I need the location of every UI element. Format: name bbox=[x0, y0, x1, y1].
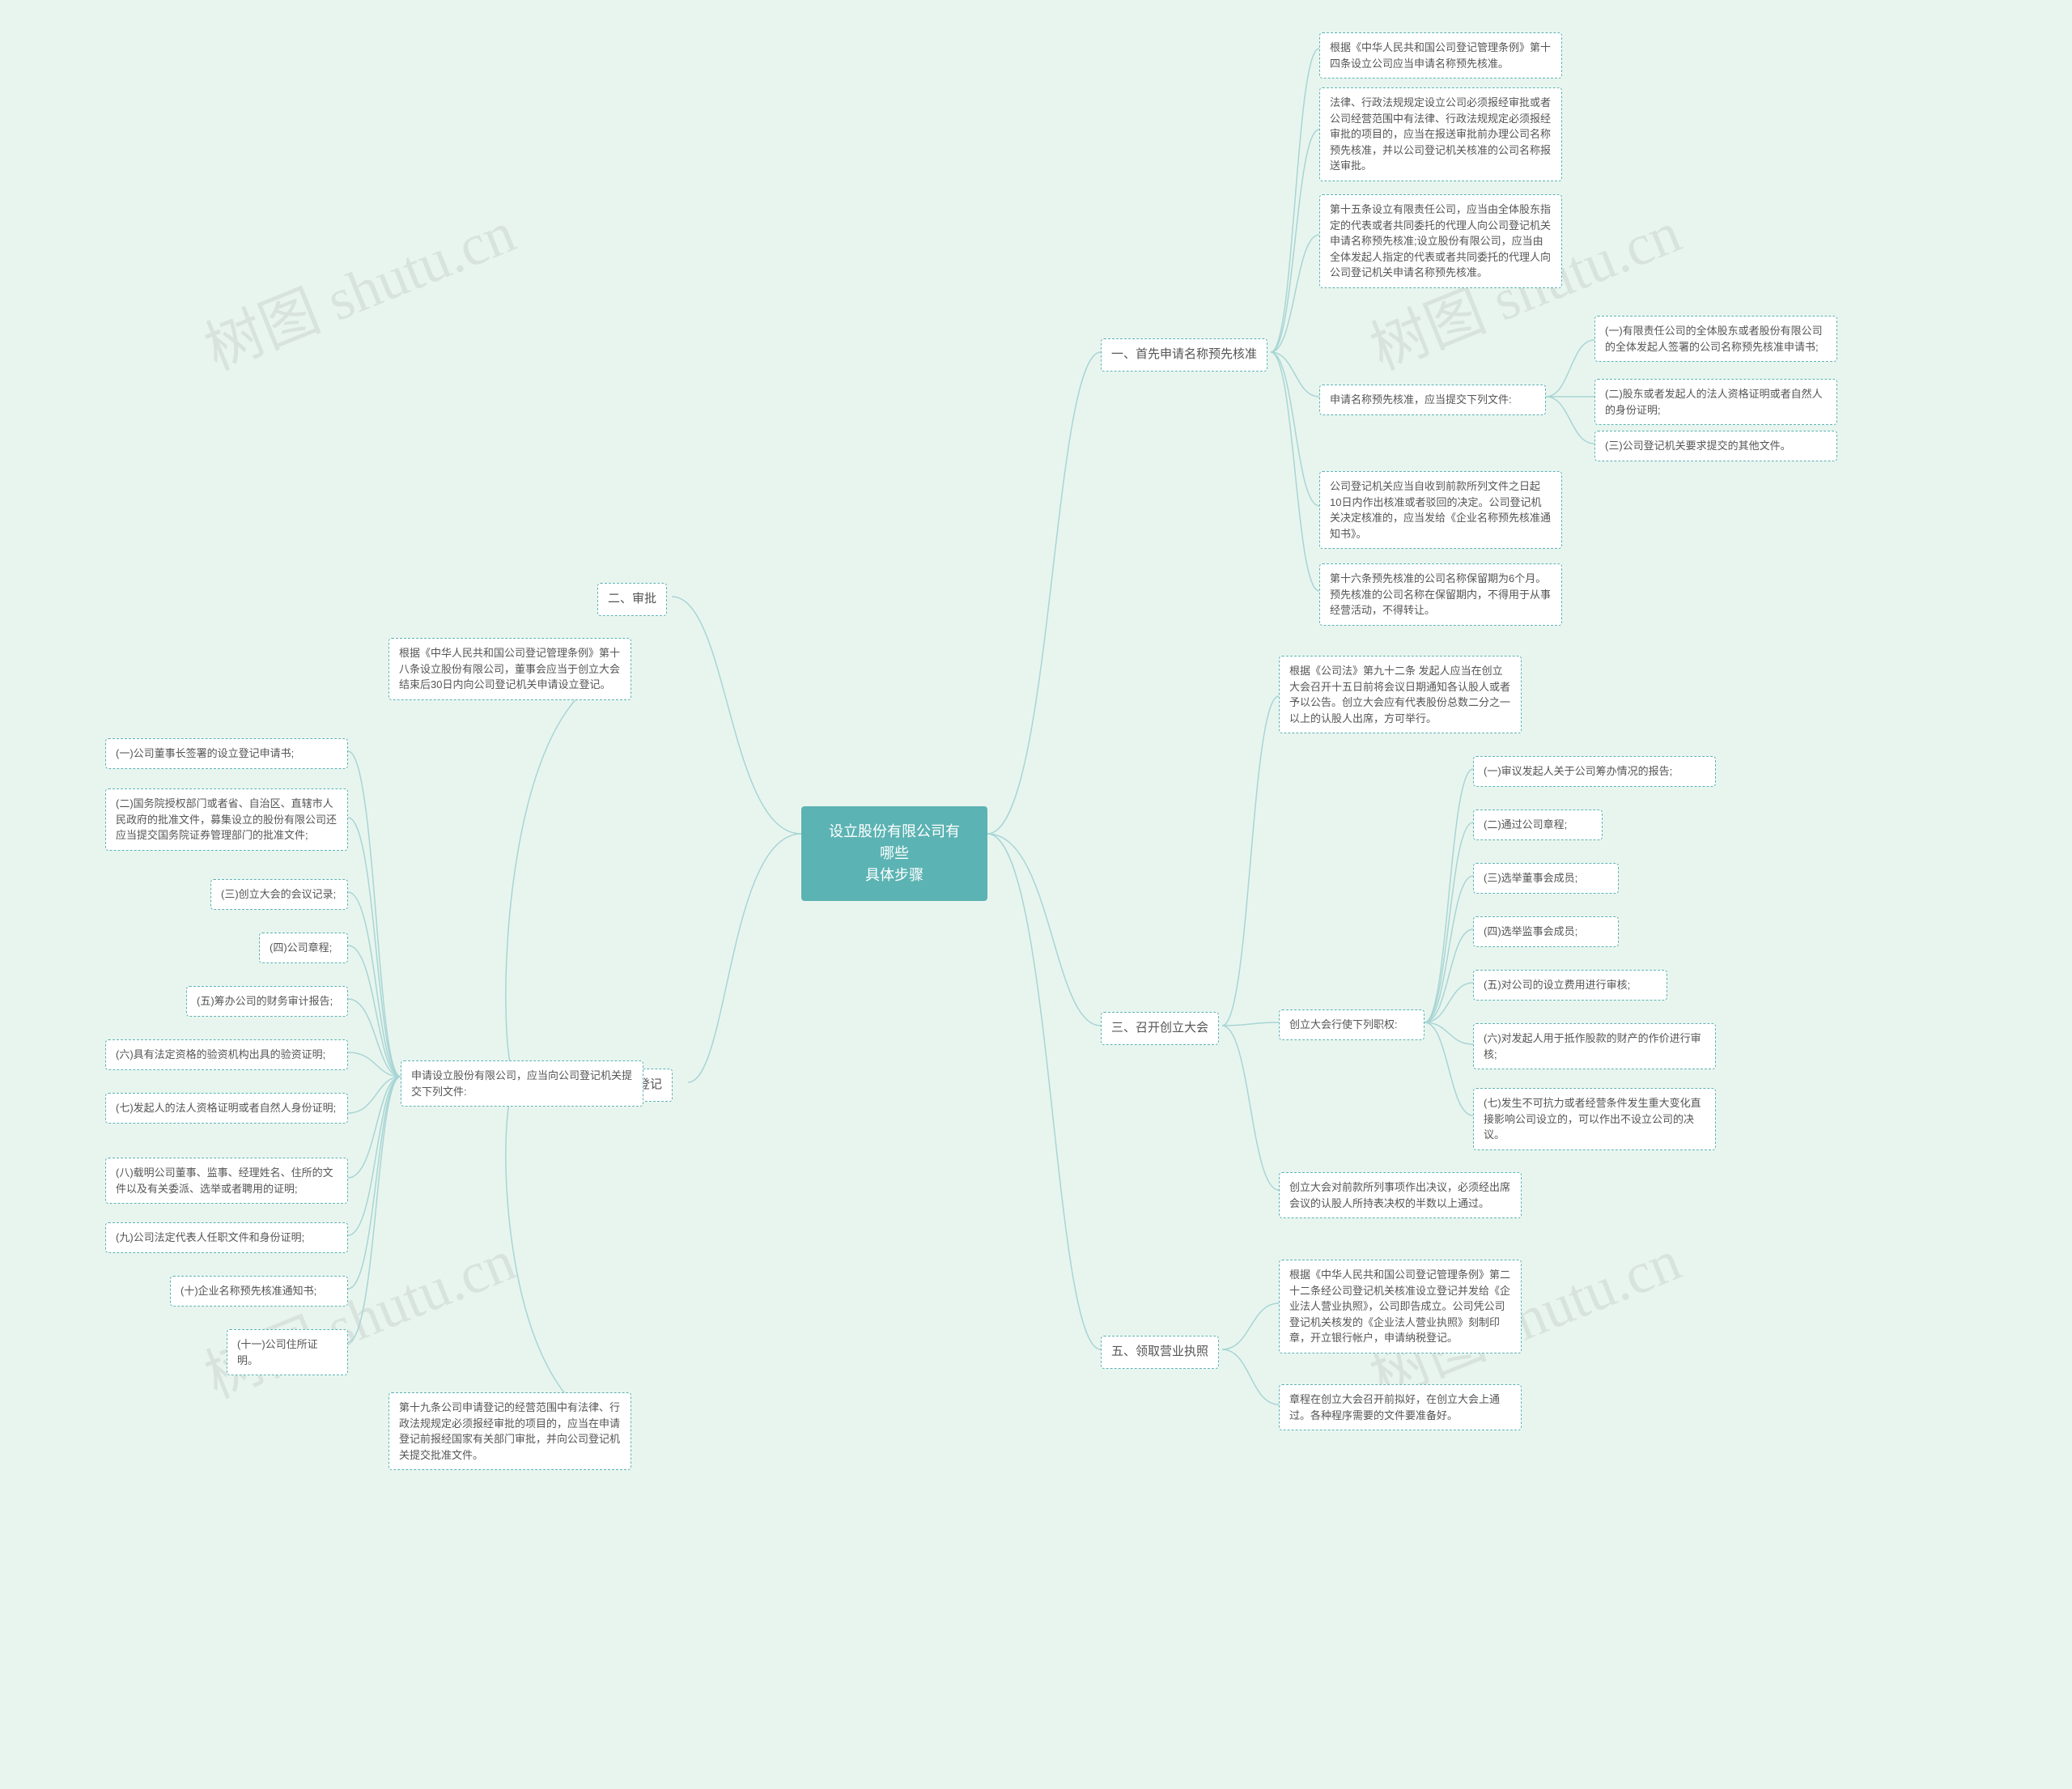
b4-c2-s11: (十一)公司住所证明。 bbox=[227, 1329, 348, 1375]
b3-c2-s7: (七)发生不可抗力或者经营条件发生重大变化直接影响公司设立的，可以作出不设立公司… bbox=[1473, 1088, 1716, 1150]
b3-c2: 创立大会行使下列职权: bbox=[1279, 1009, 1424, 1040]
b4-c2-s9: (九)公司法定代表人任职文件和身份证明; bbox=[105, 1222, 348, 1253]
b4-c2-s3: (三)创立大会的会议记录; bbox=[210, 879, 348, 910]
b1-c3: 第十五条设立有限责任公司，应当由全体股东指定的代表或者共同委托的代理人向公司登记… bbox=[1319, 194, 1562, 288]
b5-c1: 根据《中华人民共和国公司登记管理条例》第二十二条经公司登记机关核准设立登记并发给… bbox=[1279, 1260, 1522, 1353]
center-node: 设立股份有限公司有哪些具体步骤 bbox=[801, 806, 987, 901]
b3-c2-s2: (二)通过公司章程; bbox=[1473, 810, 1603, 840]
b1-c4-s3: (三)公司登记机关要求提交的其他文件。 bbox=[1594, 431, 1837, 461]
b4-c3: 第十九条公司申请登记的经营范围中有法律、行政法规规定必须报经审批的项目的，应当在… bbox=[388, 1392, 631, 1470]
b3-c3: 创立大会对前款所列事项作出决议，必须经出席会议的认股人所持表决权的半数以上通过。 bbox=[1279, 1172, 1522, 1218]
b3-c2-s1: (一)审议发起人关于公司筹办情况的报告; bbox=[1473, 756, 1716, 787]
b3-c2-s3: (三)选举董事会成员; bbox=[1473, 863, 1619, 894]
b1-c4-s2: (二)股东或者发起人的法人资格证明或者自然人的身份证明; bbox=[1594, 379, 1837, 425]
b4-c2: 申请设立股份有限公司，应当向公司登记机关提交下列文件: bbox=[401, 1060, 643, 1107]
b1-c4-s1: (一)有限责任公司的全体股东或者股份有限公司的全体发起人签署的公司名称预先核准申… bbox=[1594, 316, 1837, 362]
b4-c2-s8: (八)载明公司董事、监事、经理姓名、住所的文件以及有关委派、选举或者聘用的证明; bbox=[105, 1158, 348, 1204]
b3-c1: 根据《公司法》第九十二条 发起人应当在创立大会召开十五日前将会议日期通知各认股人… bbox=[1279, 656, 1522, 733]
b3-c2-s5: (五)对公司的设立费用进行审核; bbox=[1473, 970, 1667, 1001]
b4-c2-s6: (六)具有法定资格的验资机构出具的验资证明; bbox=[105, 1039, 348, 1070]
b4-c1: 根据《中华人民共和国公司登记管理条例》第十八条设立股份有限公司，董事会应当于创立… bbox=[388, 638, 631, 700]
b4-c2-s4: (四)公司章程; bbox=[259, 933, 348, 963]
b1-c4: 申请名称预先核准，应当提交下列文件: bbox=[1319, 385, 1546, 415]
b1-c6: 第十六条预先核准的公司名称保留期为6个月。预先核准的公司名称在保留期内，不得用于… bbox=[1319, 563, 1562, 626]
b1-c1: 根据《中华人民共和国公司登记管理条例》第十四条设立公司应当申请名称预先核准。 bbox=[1319, 32, 1562, 79]
branch-5: 五、领取营业执照 bbox=[1101, 1336, 1219, 1369]
b3-c2-s6: (六)对发起人用于抵作股款的财产的作价进行审核; bbox=[1473, 1023, 1716, 1069]
b1-c5: 公司登记机关应当自收到前款所列文件之日起10日内作出核准或者驳回的决定。公司登记… bbox=[1319, 471, 1562, 549]
b1-c2: 法律、行政法规规定设立公司必须报经审批或者公司经营范围中有法律、行政法规规定必须… bbox=[1319, 87, 1562, 181]
b4-c2-s10: (十)企业名称预先核准通知书; bbox=[170, 1276, 348, 1307]
branch-3: 三、召开创立大会 bbox=[1101, 1012, 1219, 1045]
b4-c2-s1: (一)公司董事长签署的设立登记申请书; bbox=[105, 738, 348, 769]
b5-c2: 章程在创立大会召开前拟好，在创立大会上通过。各种程序需要的文件要准备好。 bbox=[1279, 1384, 1522, 1430]
b3-c2-s4: (四)选举监事会成员; bbox=[1473, 916, 1619, 947]
b4-c2-s5: (五)筹办公司的财务审计报告; bbox=[186, 986, 348, 1017]
b4-c2-s2: (二)国务院授权部门或者省、自治区、直辖市人民政府的批准文件，募集设立的股份有限… bbox=[105, 788, 348, 851]
branch-2: 二、审批 bbox=[597, 583, 667, 616]
branch-1: 一、首先申请名称预先核准 bbox=[1101, 338, 1267, 372]
b4-c2-s7: (七)发起人的法人资格证明或者自然人身份证明; bbox=[105, 1093, 348, 1124]
